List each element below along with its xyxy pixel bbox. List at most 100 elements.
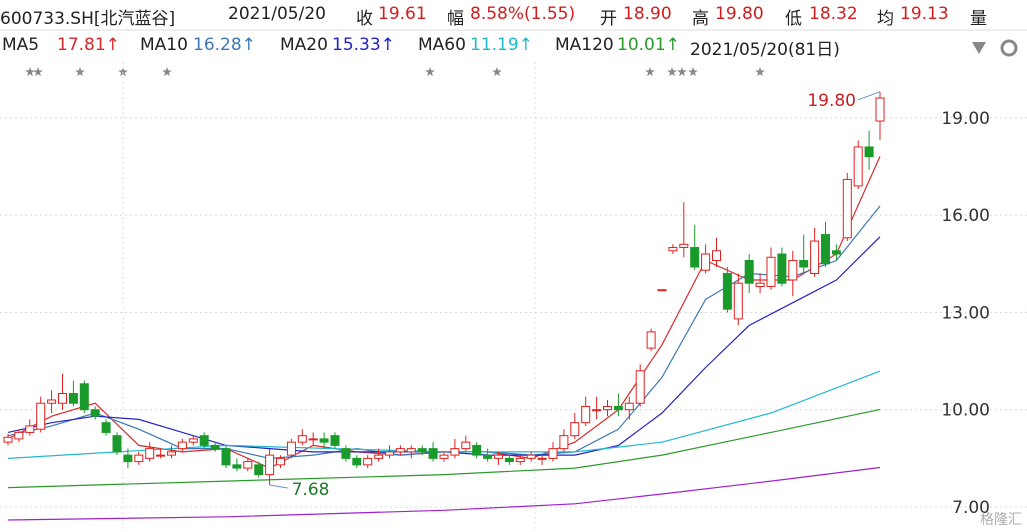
ma-legend: MA20 xyxy=(280,35,328,55)
dropdown-icon[interactable] xyxy=(972,42,986,54)
candle-body xyxy=(864,146,874,158)
candle-body xyxy=(134,454,144,463)
candle-body xyxy=(145,448,155,459)
candle-body xyxy=(406,448,416,453)
candle-body xyxy=(363,457,373,466)
candle-body xyxy=(417,448,427,453)
candle-body xyxy=(722,272,732,310)
candle-body xyxy=(504,457,514,463)
value: 8.58%(1.55) xyxy=(470,4,576,24)
candle-body xyxy=(156,454,166,457)
candle-body xyxy=(712,250,721,262)
value: 19.80 xyxy=(715,4,764,24)
candle-body xyxy=(657,289,667,292)
candle-body xyxy=(395,448,405,453)
candle-body xyxy=(374,454,384,459)
candle-body xyxy=(385,451,394,456)
candle-body xyxy=(777,253,787,284)
candle-body xyxy=(36,402,46,430)
candle-body xyxy=(58,392,67,404)
ma-line xyxy=(7,408,881,489)
candle-body xyxy=(690,247,700,268)
candle-body xyxy=(635,370,645,404)
candle-body xyxy=(875,97,885,122)
event-stars xyxy=(25,67,765,77)
annotation: 19.80 xyxy=(807,91,856,111)
candle-body xyxy=(483,454,493,459)
candle-body xyxy=(167,451,176,456)
candle-body xyxy=(613,405,623,411)
candle-body xyxy=(831,250,841,255)
candle-body xyxy=(319,438,329,443)
candle-body xyxy=(90,409,100,417)
candle-body xyxy=(265,454,275,476)
candle-body xyxy=(177,441,187,450)
candle-body xyxy=(472,444,482,456)
ma-line xyxy=(7,466,881,521)
candle-body xyxy=(515,457,525,463)
candle-body xyxy=(439,454,449,459)
candle-body xyxy=(232,464,242,469)
label: 幅 xyxy=(447,9,464,29)
candle-body xyxy=(570,422,580,437)
ma-legend: 10.01↑ xyxy=(617,35,680,55)
value: 18.90 xyxy=(623,4,672,24)
ma-legend: 11.19↑ xyxy=(470,35,533,55)
label: 开 xyxy=(600,9,617,29)
y-tick-label: 16.00 xyxy=(941,206,990,226)
candle-body xyxy=(810,240,820,274)
candle-body xyxy=(199,435,209,446)
candle-body xyxy=(701,253,711,271)
candle-body xyxy=(210,444,220,450)
candle-body xyxy=(559,435,569,450)
candle-body xyxy=(123,454,133,463)
ma-legend: 16.28↑ xyxy=(193,35,256,55)
label: 低 xyxy=(785,9,802,29)
candle-body xyxy=(101,422,111,433)
value: 19.61 xyxy=(378,4,427,24)
candle-body xyxy=(286,441,296,456)
y-tick-label: 19.00 xyxy=(941,109,990,129)
annotation-line xyxy=(857,91,881,101)
candle-body xyxy=(548,448,558,459)
code: 600733.SH[北汽蓝谷] xyxy=(0,9,176,29)
candle-body xyxy=(14,431,24,440)
ma-legend: MA5 xyxy=(2,35,40,55)
ma-line xyxy=(7,156,881,469)
label: 均 xyxy=(877,9,894,29)
ma-legend: MA60 xyxy=(418,35,466,55)
value: 19.13 xyxy=(900,4,949,24)
candle-body xyxy=(646,331,656,349)
candle-body xyxy=(799,260,809,268)
value: 18.32 xyxy=(809,4,858,24)
watermark: 格隆汇 xyxy=(980,512,1022,528)
ma-legend: MA10 xyxy=(140,35,188,55)
candle-body xyxy=(744,260,754,284)
candle-body xyxy=(243,461,253,469)
y-tick-label: 7.00 xyxy=(952,498,990,518)
candle-body xyxy=(733,282,743,320)
settings-icon[interactable] xyxy=(1000,39,1018,57)
date: 2021/05/20 xyxy=(228,4,326,24)
y-tick-label: 13.00 xyxy=(941,303,990,323)
ma-legend: 15.33↑ xyxy=(332,35,395,55)
candle-body xyxy=(668,247,678,252)
candle-body xyxy=(428,448,438,459)
candle-body xyxy=(788,260,798,281)
candle-body xyxy=(526,454,536,459)
y-tick-label: 10.00 xyxy=(941,401,990,421)
ma-line xyxy=(7,205,881,460)
candle-body xyxy=(581,405,591,424)
candle-body xyxy=(254,464,264,476)
candle-body xyxy=(603,405,612,411)
candle-body xyxy=(352,457,362,466)
candle-body xyxy=(624,402,634,411)
label: 量 xyxy=(970,9,987,29)
candle-body xyxy=(221,448,231,466)
candle-body xyxy=(461,441,471,450)
candle-body xyxy=(853,146,863,187)
candle-body xyxy=(3,436,13,443)
candle-body xyxy=(79,383,89,411)
candle-body xyxy=(755,282,765,287)
